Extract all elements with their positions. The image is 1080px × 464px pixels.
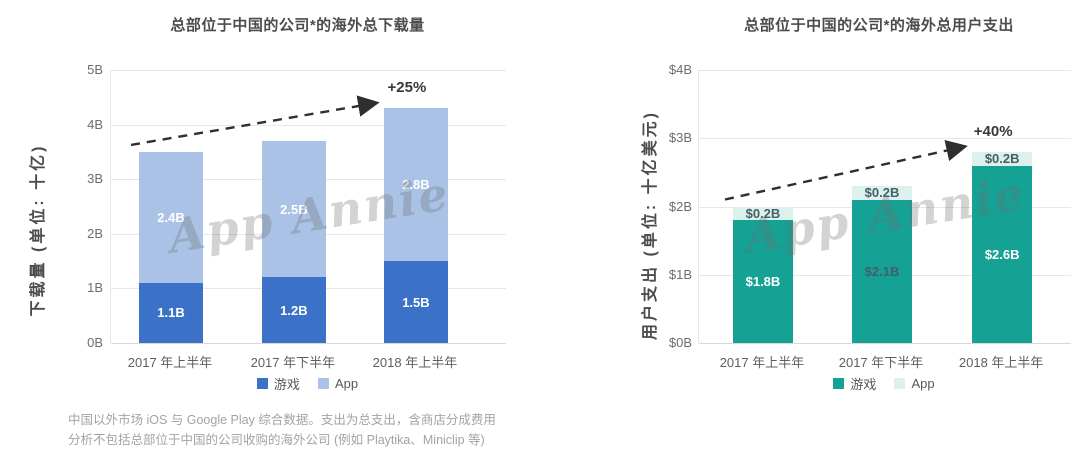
chart-title: 总部位于中国的公司*的海外总下载量 [170,17,425,34]
y-tick-label: 5B [87,62,103,77]
legend-item-0: 游戏 [256,374,300,393]
footnote: 中国以外市场 iOS 与 Google Play 综合数据。支出为总支出，含商店… [68,410,496,450]
legend-label: App [911,376,935,391]
footnote-line-1: 中国以外市场 iOS 与 Google Play 综合数据。支出为总支出，含商店… [68,413,496,427]
bar-value-label: $0.2B [984,151,1020,167]
bar-segment-games: $2.6B [972,165,1033,343]
bar-segment-app: $0.2B [972,151,1033,167]
user-spend-chart: 总部位于中国的公司*的海外总用户支出 用户支出 (单位: 十亿美元) App A… [540,0,1080,464]
stacked-bar: 2.8B 1.5B [383,108,448,343]
bar-segment-games: 1.2B [261,277,326,343]
y-tick-label: 4B [87,116,103,132]
x-axis-label: 2017 年上半年 [719,355,805,370]
stacked-bar: 2.5B 1.2B [261,140,326,343]
plot-region: App Annie 2.4B 1.1B 2.5B 1.2B 2.8B 1.5B 0B 1B 2B 3… [87,62,506,393]
y-tick-label: $3B [668,130,692,146]
bar-value-label: $2.6B [984,246,1020,262]
bar-segment-app: 2.8B [383,108,448,262]
legend-swatch [833,378,845,389]
gridline [699,343,1071,344]
bar-value-label: 1.5B [402,294,430,310]
legend-label: 游戏 [850,377,877,392]
legend-item-1: App [317,376,359,391]
bar-segment-games: $1.8B [732,220,793,343]
gridline [111,343,506,344]
legend-label: App [334,376,359,391]
legend: 游戏 App [110,374,505,393]
x-axis-label: 2018 年上半年 [372,355,458,370]
bar-segment-games: 1.1B [139,282,204,343]
bar-value-label: 1.1B [157,305,185,321]
bar-segment-games: $2.1B [852,199,913,343]
bar-segment-games: 1.5B [383,261,448,343]
chart-title: 总部位于中国的公司*的海外总用户支出 [744,17,1014,34]
plot-area: App Annie 2.4B 1.1B 2.5B 1.2B 2.8B 1.5B [110,70,506,344]
legend-swatch [317,378,329,389]
x-axis-label: 2017 年下半年 [838,355,924,370]
y-tick-label: 2B [87,225,103,241]
gridline [111,70,506,71]
bar-value-label: $2.1B [864,263,900,279]
y-tick-label: $1B [668,266,692,282]
growth-annotation: +25% [387,79,427,97]
legend: 游戏 App [698,374,1070,393]
bar-segment-app: $0.2B [732,205,793,221]
x-axis-label: 2017 年下半年 [250,355,336,370]
bar-segment-app: 2.4B [139,151,204,283]
gridline [699,70,1071,71]
bar-value-label: 2.5B [280,201,308,217]
downloads-chart: 总部位于中国的公司*的海外总下载量 下载量 (单位: 十亿) App Annie… [30,17,506,393]
bar-value-label: 1.2B [280,302,308,318]
legend-swatch [894,378,906,389]
y-tick-label: $2B [668,198,692,214]
footnote-line-2: 分析不包括总部位于中国的公司收购的海外公司 (例如 Playtika、Minic… [68,433,485,447]
stacked-bar: $0.2B $2.1B [852,186,913,343]
gridline [699,138,1071,140]
legend-item-0: 游戏 [833,374,876,393]
stacked-bar: 2.4B 1.1B [139,151,204,343]
y-tick-label: 1B [87,280,103,296]
legend-label: 游戏 [273,377,300,392]
y-tick-label: $0B [668,335,692,350]
bar-value-label: $1.8B [745,274,781,290]
legend-swatch [256,378,268,389]
stacked-bar: $0.2B $1.8B [732,205,793,344]
bar-segment-app: 2.5B [261,140,326,278]
plot-area: App Annie $0.2B $1.8B $0.2B $2.1B $0.2B $2.6B [698,70,1071,344]
bar-value-label: $0.2B [745,205,781,221]
x-axis-label: 2017 年上半年 [127,355,213,370]
y-tick-label: $4B [668,62,692,77]
x-axis-label: 2018 年上半年 [958,355,1044,370]
stacked-bar: $0.2B $2.6B [972,151,1033,343]
y-tick-label: 3B [87,171,103,187]
bar-value-label: 2.8B [402,177,430,193]
bar-value-label: 2.4B [157,209,185,225]
growth-annotation: +40% [973,122,1013,140]
legend-item-1: App [894,376,935,391]
y-tick-label: 0B [87,335,103,350]
plot-region: App Annie $0.2B $1.8B $0.2B $2.1B $0.2B $2.6B $… [540,0,1080,464]
